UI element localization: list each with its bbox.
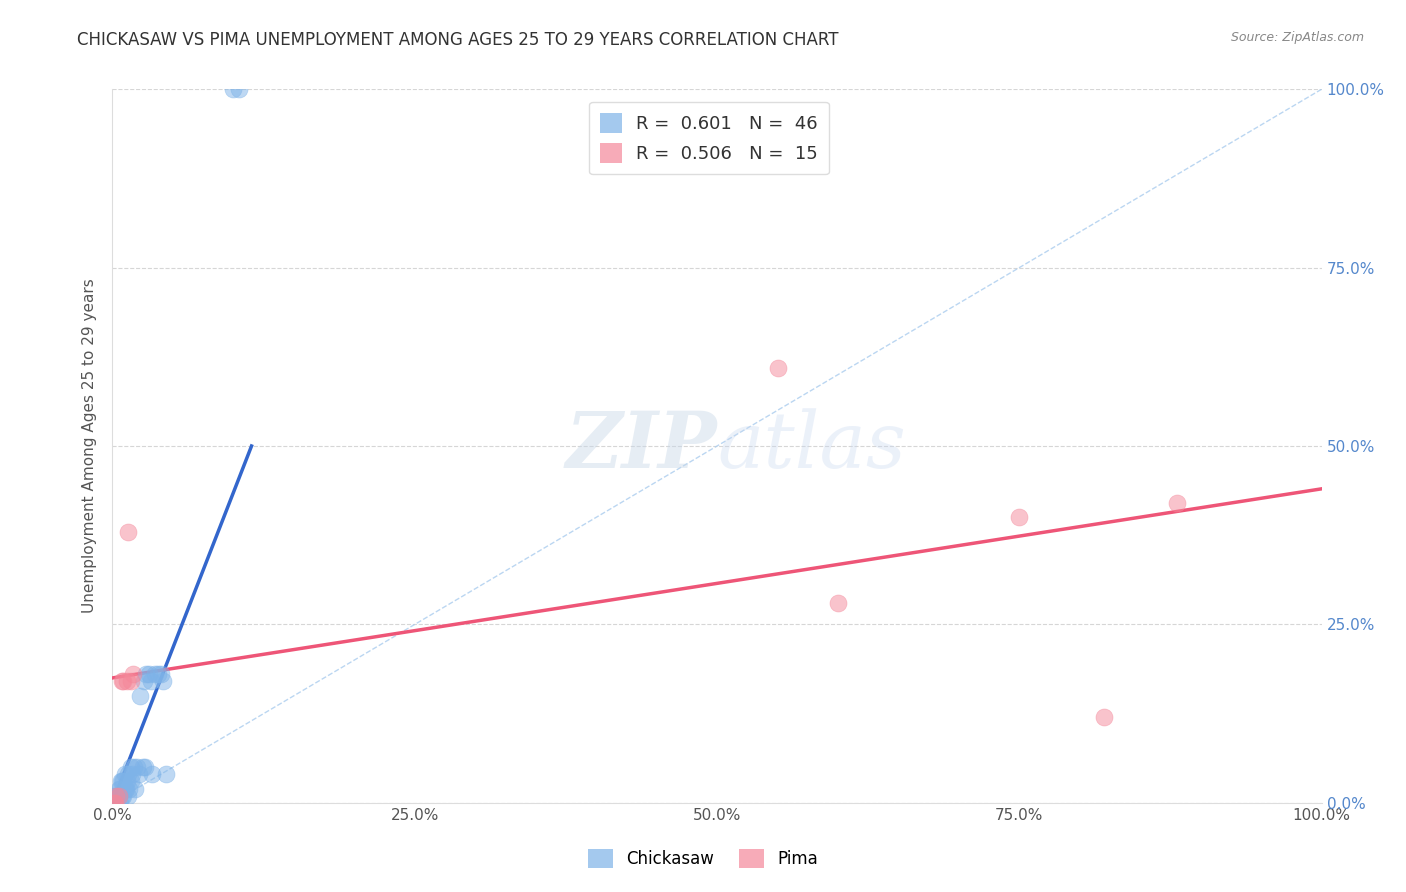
Point (141, 767, 163, 781)
Point (104, 796, 127, 810)
Point (114, 781, 136, 796)
Point (121, 767, 143, 781)
Point (122, 667, 145, 681)
Point (115, 674, 138, 689)
Point (117, 789, 139, 803)
Point (117, 767, 139, 781)
Legend: R =  0.601   N =  46, R =  0.506   N =  15: R = 0.601 N = 46, R = 0.506 N = 15 (589, 102, 830, 174)
Point (155, 767, 177, 781)
Point (132, 760, 155, 774)
Point (105, 789, 128, 803)
Point (135, 667, 157, 681)
Point (107, 789, 129, 803)
Point (105, 789, 128, 803)
Text: atlas: atlas (717, 408, 905, 484)
Point (108, 796, 131, 810)
Point (766, 360, 789, 375)
Point (108, 781, 131, 796)
Point (115, 774, 138, 789)
Point (120, 760, 142, 774)
Point (103, 796, 125, 810)
Point (107, 781, 129, 796)
Point (107, 789, 129, 803)
Point (149, 667, 172, 681)
Point (152, 674, 174, 689)
Point (105, 796, 128, 810)
Point (105, 789, 128, 803)
Point (112, 774, 135, 789)
Point (134, 760, 156, 774)
Point (114, 781, 136, 796)
Point (129, 689, 152, 703)
Point (125, 760, 148, 774)
Point (105, 796, 128, 810)
Point (112, 789, 135, 803)
Point (128, 767, 150, 781)
Point (104, 796, 127, 810)
Point (141, 674, 163, 689)
Point (117, 524, 139, 539)
Point (120, 774, 142, 789)
Point (124, 781, 146, 796)
Point (110, 774, 132, 789)
Point (111, 674, 134, 689)
Point (138, 667, 160, 681)
Text: Source: ZipAtlas.com: Source: ZipAtlas.com (1230, 31, 1364, 45)
Point (1092, 710, 1115, 724)
Y-axis label: Unemployment Among Ages 25 to 29 years: Unemployment Among Ages 25 to 29 years (82, 278, 97, 614)
Point (143, 667, 166, 681)
Point (114, 767, 136, 781)
Point (1166, 496, 1188, 510)
Point (104, 789, 127, 803)
Text: CHICKASAW VS PIMA UNEMPLOYMENT AMONG AGES 25 TO 29 YEARS CORRELATION CHART: CHICKASAW VS PIMA UNEMPLOYMENT AMONG AGE… (77, 31, 839, 49)
Point (827, 596, 849, 610)
Text: ZIP: ZIP (565, 408, 717, 484)
Legend: Chickasaw, Pima: Chickasaw, Pima (581, 843, 825, 875)
Point (111, 774, 134, 789)
Point (103, 789, 125, 803)
Point (228, 82, 250, 96)
Point (1008, 510, 1031, 524)
Point (118, 781, 141, 796)
Point (120, 674, 142, 689)
Point (111, 789, 134, 803)
Point (103, 796, 125, 810)
Point (122, 760, 145, 774)
Point (222, 82, 245, 96)
Point (112, 674, 135, 689)
Point (148, 667, 170, 681)
Point (132, 674, 155, 689)
